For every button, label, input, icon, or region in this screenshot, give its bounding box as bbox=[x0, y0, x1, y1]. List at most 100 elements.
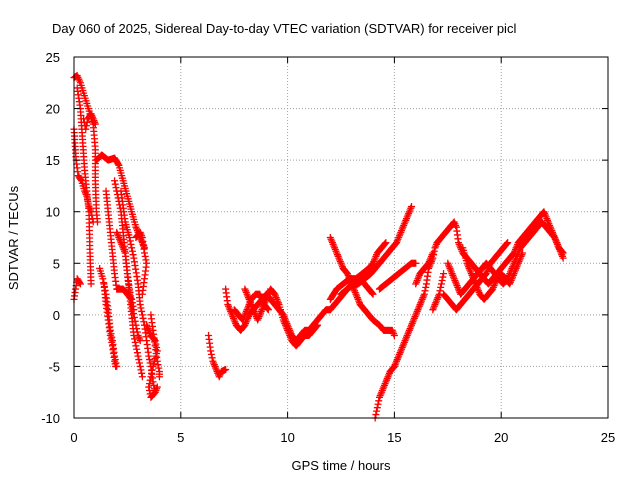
data-point bbox=[149, 362, 157, 370]
data-point bbox=[373, 404, 381, 412]
data-point bbox=[373, 407, 381, 415]
data-point bbox=[145, 383, 153, 391]
chart-title: Day 060 of 2025, Sidereal Day-to-day VTE… bbox=[52, 21, 516, 36]
data-point bbox=[76, 280, 84, 288]
data-point bbox=[150, 336, 158, 344]
data-point bbox=[82, 125, 90, 133]
data-point bbox=[136, 335, 144, 343]
data-point bbox=[146, 376, 154, 384]
data-point bbox=[77, 175, 85, 183]
data-point bbox=[91, 120, 99, 128]
tick-labels: 0 5 10 15 20 25 -10 -5 0 5 10 15 20 25 bbox=[41, 50, 615, 445]
data-point bbox=[141, 252, 149, 260]
data-point bbox=[129, 306, 137, 314]
data-point bbox=[135, 333, 143, 341]
data-point bbox=[134, 352, 142, 360]
y-tick-label: 0 bbox=[53, 308, 60, 323]
data-point bbox=[133, 345, 141, 353]
data-point bbox=[207, 350, 215, 358]
data-point bbox=[112, 362, 120, 370]
data-point bbox=[107, 335, 115, 343]
y-tick-label: 10 bbox=[46, 205, 60, 220]
x-tick-label: 25 bbox=[601, 430, 615, 445]
data-point bbox=[155, 364, 163, 372]
data-point bbox=[558, 248, 566, 256]
data-point bbox=[138, 369, 146, 377]
data-point bbox=[129, 251, 137, 259]
data-points bbox=[70, 72, 567, 422]
data-point bbox=[153, 383, 161, 391]
y-tick-label: 5 bbox=[53, 256, 60, 271]
data-point bbox=[82, 122, 90, 130]
data-point bbox=[420, 290, 428, 298]
data-point bbox=[126, 234, 134, 241]
data-point bbox=[83, 118, 91, 126]
axis-ticks bbox=[73, 56, 609, 419]
x-tick-label: 0 bbox=[70, 430, 77, 445]
data-point bbox=[438, 276, 446, 284]
data-point bbox=[222, 366, 230, 374]
data-point bbox=[422, 283, 430, 291]
data-point bbox=[130, 313, 138, 321]
data-point bbox=[207, 347, 215, 355]
data-point bbox=[112, 184, 120, 192]
data-point bbox=[504, 239, 512, 247]
data-point bbox=[436, 287, 444, 295]
data-point bbox=[264, 306, 272, 314]
data-point bbox=[437, 280, 445, 288]
plot-frame bbox=[73, 56, 609, 419]
data-point bbox=[137, 304, 145, 312]
data-point bbox=[390, 331, 398, 339]
data-point bbox=[147, 373, 155, 381]
x-tick-label: 15 bbox=[387, 430, 401, 445]
data-point bbox=[559, 249, 567, 257]
data-point bbox=[132, 321, 140, 329]
data-point bbox=[150, 389, 158, 397]
data-point bbox=[313, 322, 321, 330]
data-point bbox=[133, 325, 141, 333]
data-point bbox=[126, 237, 134, 245]
data-point bbox=[151, 388, 159, 396]
data-point bbox=[145, 386, 153, 394]
data-point bbox=[381, 240, 389, 248]
y-tick-label: 15 bbox=[46, 153, 60, 168]
data-point bbox=[369, 290, 377, 298]
data-point bbox=[375, 397, 383, 405]
data-point bbox=[151, 337, 159, 345]
data-point bbox=[145, 380, 153, 388]
data-point bbox=[264, 305, 272, 313]
data-point bbox=[440, 270, 448, 278]
data-point bbox=[208, 354, 216, 362]
data-point bbox=[114, 160, 122, 168]
data-point bbox=[128, 244, 136, 252]
x-axis-label: GPS time / hours bbox=[292, 458, 391, 473]
data-point bbox=[145, 356, 153, 364]
data-point bbox=[372, 411, 380, 419]
data-point bbox=[106, 331, 114, 339]
data-point bbox=[152, 340, 160, 348]
data-point bbox=[132, 342, 140, 350]
data-point bbox=[138, 373, 146, 381]
data-point bbox=[131, 317, 139, 325]
y-tick-label: 20 bbox=[46, 102, 60, 117]
data-point bbox=[154, 361, 162, 369]
data-point bbox=[142, 256, 150, 264]
data-point bbox=[76, 279, 84, 287]
data-point bbox=[138, 311, 146, 319]
data-point bbox=[519, 249, 527, 257]
data-point bbox=[87, 280, 95, 288]
data-point bbox=[111, 180, 119, 188]
data-point bbox=[153, 344, 161, 352]
data-point bbox=[437, 283, 445, 291]
data-point bbox=[136, 301, 144, 309]
data-point bbox=[138, 290, 146, 298]
data-point bbox=[135, 356, 143, 364]
data-point bbox=[89, 218, 97, 226]
data-point bbox=[148, 366, 156, 374]
data-point bbox=[429, 249, 437, 257]
data-point bbox=[138, 307, 146, 315]
data-point bbox=[439, 273, 447, 281]
data-point bbox=[314, 321, 322, 329]
data-point bbox=[133, 328, 141, 336]
y-tick-label: -10 bbox=[41, 411, 60, 426]
